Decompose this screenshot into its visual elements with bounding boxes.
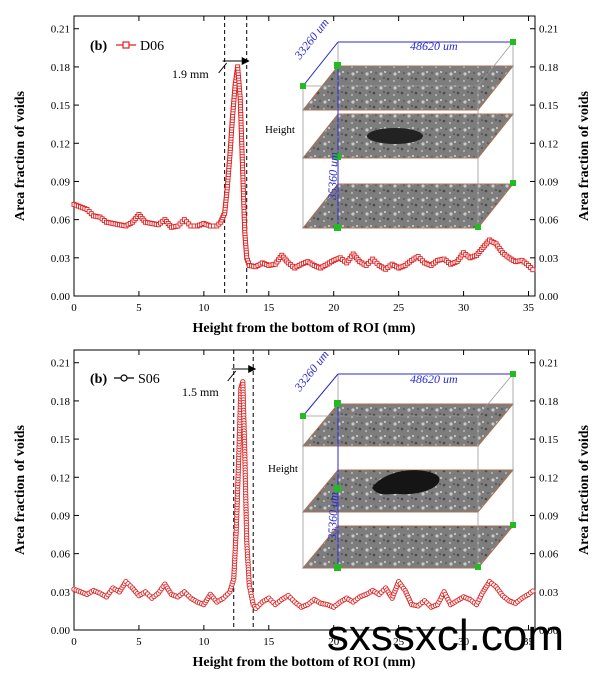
depth-dimension: 33260 um — [291, 347, 332, 394]
legend-marker — [122, 41, 130, 49]
x-tick-label: 25 — [393, 636, 405, 648]
y-tick-label-right: 0.15 — [539, 434, 559, 446]
y-axis-title-left: Area fraction of voids — [13, 90, 28, 221]
y-tick-label-left: 0.12 — [51, 138, 70, 150]
void-region — [372, 470, 440, 495]
inset-3d-volume: 48620 um 33260 um 35360 um Height — [268, 347, 516, 571]
legend: S06 — [114, 372, 160, 387]
plot-frame — [73, 15, 536, 297]
legend-marker — [120, 374, 128, 382]
legend-label: S06 — [138, 372, 160, 387]
y-tick-label-right: 0.00 — [539, 291, 559, 303]
slice-top — [301, 403, 515, 447]
y-axis-title-left: Area fraction of voids — [13, 424, 28, 555]
width-dimension: 48620 um — [410, 39, 458, 53]
y-tick-label-right: 0.03 — [539, 253, 559, 265]
x-tick-label: 10 — [198, 636, 210, 648]
void-region — [367, 128, 423, 144]
x-tick-label: 35 — [523, 302, 535, 314]
y-tick-label-left: 0.21 — [51, 358, 70, 370]
dimension-lines — [302, 41, 513, 228]
y-tick-label-left: 0.15 — [51, 434, 71, 446]
data-point — [530, 267, 536, 273]
y-tick-label-left: 0.18 — [51, 396, 71, 408]
data-point — [530, 588, 536, 594]
y-tick-label-right: 0.12 — [539, 138, 558, 150]
y-tick-label-right: 0.09 — [539, 176, 559, 188]
y-tick-label-left: 0.09 — [51, 176, 71, 188]
panel-b: (b) S06 — [13, 347, 592, 670]
slice-top — [301, 65, 515, 111]
y-tick-label-right: 0.00 — [539, 625, 559, 637]
y-tick-label-left: 0.09 — [51, 510, 71, 522]
plot-area: 0.00 0.00 0.03 0.03 0.06 0.06 0.09 0.09 0.12 0.12… — [51, 16, 559, 314]
x-tick-label: 0 — [71, 636, 77, 648]
height-label: Height — [265, 124, 295, 136]
y-tick-label-right: 0.21 — [539, 24, 558, 36]
depth-dimension: 33260 um — [291, 15, 332, 62]
x-tick-label: 25 — [393, 302, 405, 314]
x-tick-label: 30 — [458, 302, 470, 314]
gap-annotation: 1.5 mm — [182, 385, 219, 399]
x-tick-label: 35 — [523, 636, 535, 648]
y-tick-label-left: 0.06 — [51, 215, 71, 227]
panel-label: (b) — [90, 39, 107, 54]
x-axis-title: Height from the bottom of ROI (mm) — [193, 321, 416, 336]
y-tick-label-right: 0.18 — [539, 62, 559, 74]
legend-label: D06 — [140, 39, 164, 54]
plot-area: 0.00 0.00 0.03 0.03 0.06 0.06 0.09 0.09 0.12 0.12… — [51, 350, 559, 648]
y-tick-label-left: 0.12 — [51, 472, 70, 484]
panel-label: (b) — [90, 372, 107, 387]
y-tick-label-left: 0.21 — [51, 24, 70, 36]
y-axis-title-right: Area fraction of voids — [577, 90, 592, 221]
watermark-text: sxssxcl.com — [326, 611, 564, 660]
panel-a: (b) D06 — [13, 15, 592, 336]
x-tick-label: 15 — [263, 636, 275, 648]
y-tick-label-right: 0.15 — [539, 100, 559, 112]
corner-markers — [300, 371, 516, 571]
x-tick-label: 30 — [458, 636, 470, 648]
y-tick-label-right: 0.12 — [539, 472, 558, 484]
y-tick-label-left: 0.15 — [51, 100, 71, 112]
width-dimension: 48620 um — [410, 372, 458, 386]
y-tick-label-right: 0.06 — [539, 549, 559, 561]
x-tick-label: 5 — [136, 302, 142, 314]
y-tick-label-left: 0.00 — [51, 291, 71, 303]
gap-leader — [218, 62, 228, 74]
y-tick-label-left: 0.06 — [51, 549, 71, 561]
y-tick-label-right: 0.06 — [539, 215, 559, 227]
x-axis-title: Height from the bottom of ROI (mm) — [193, 655, 416, 670]
y-tick-label-left: 0.00 — [51, 625, 71, 637]
height-dimension: 35360 um — [325, 492, 341, 541]
y-tick-label-left: 0.03 — [51, 253, 71, 265]
x-tick-label: 15 — [263, 302, 275, 314]
y-tick-label-left: 0.03 — [51, 587, 71, 599]
y-tick-label-left: 0.18 — [51, 62, 71, 74]
inset-3d-volume: 48620 um 33260 um 35360 um Height — [265, 15, 516, 231]
gap-annotation: 1.9 mm — [172, 67, 209, 81]
x-tick-label: 0 — [71, 302, 77, 314]
x-tick-label: 20 — [328, 636, 340, 648]
x-tick-label: 5 — [136, 636, 142, 648]
height-label: Height — [268, 463, 298, 475]
x-tick-label: 10 — [198, 302, 210, 314]
legend: D06 — [116, 39, 164, 54]
y-tick-label-right: 0.18 — [539, 396, 559, 408]
y-tick-label-right: 0.09 — [539, 510, 559, 522]
y-tick-label-right: 0.21 — [539, 358, 558, 370]
gap-leader — [227, 370, 237, 382]
corner-markers — [300, 39, 516, 231]
plot-frame — [73, 349, 536, 631]
y-axis-title-right: Area fraction of voids — [577, 424, 592, 555]
height-dimension: 35360 um — [325, 152, 341, 201]
x-tick-label: 20 — [328, 302, 340, 314]
y-tick-label-right: 0.03 — [539, 587, 559, 599]
